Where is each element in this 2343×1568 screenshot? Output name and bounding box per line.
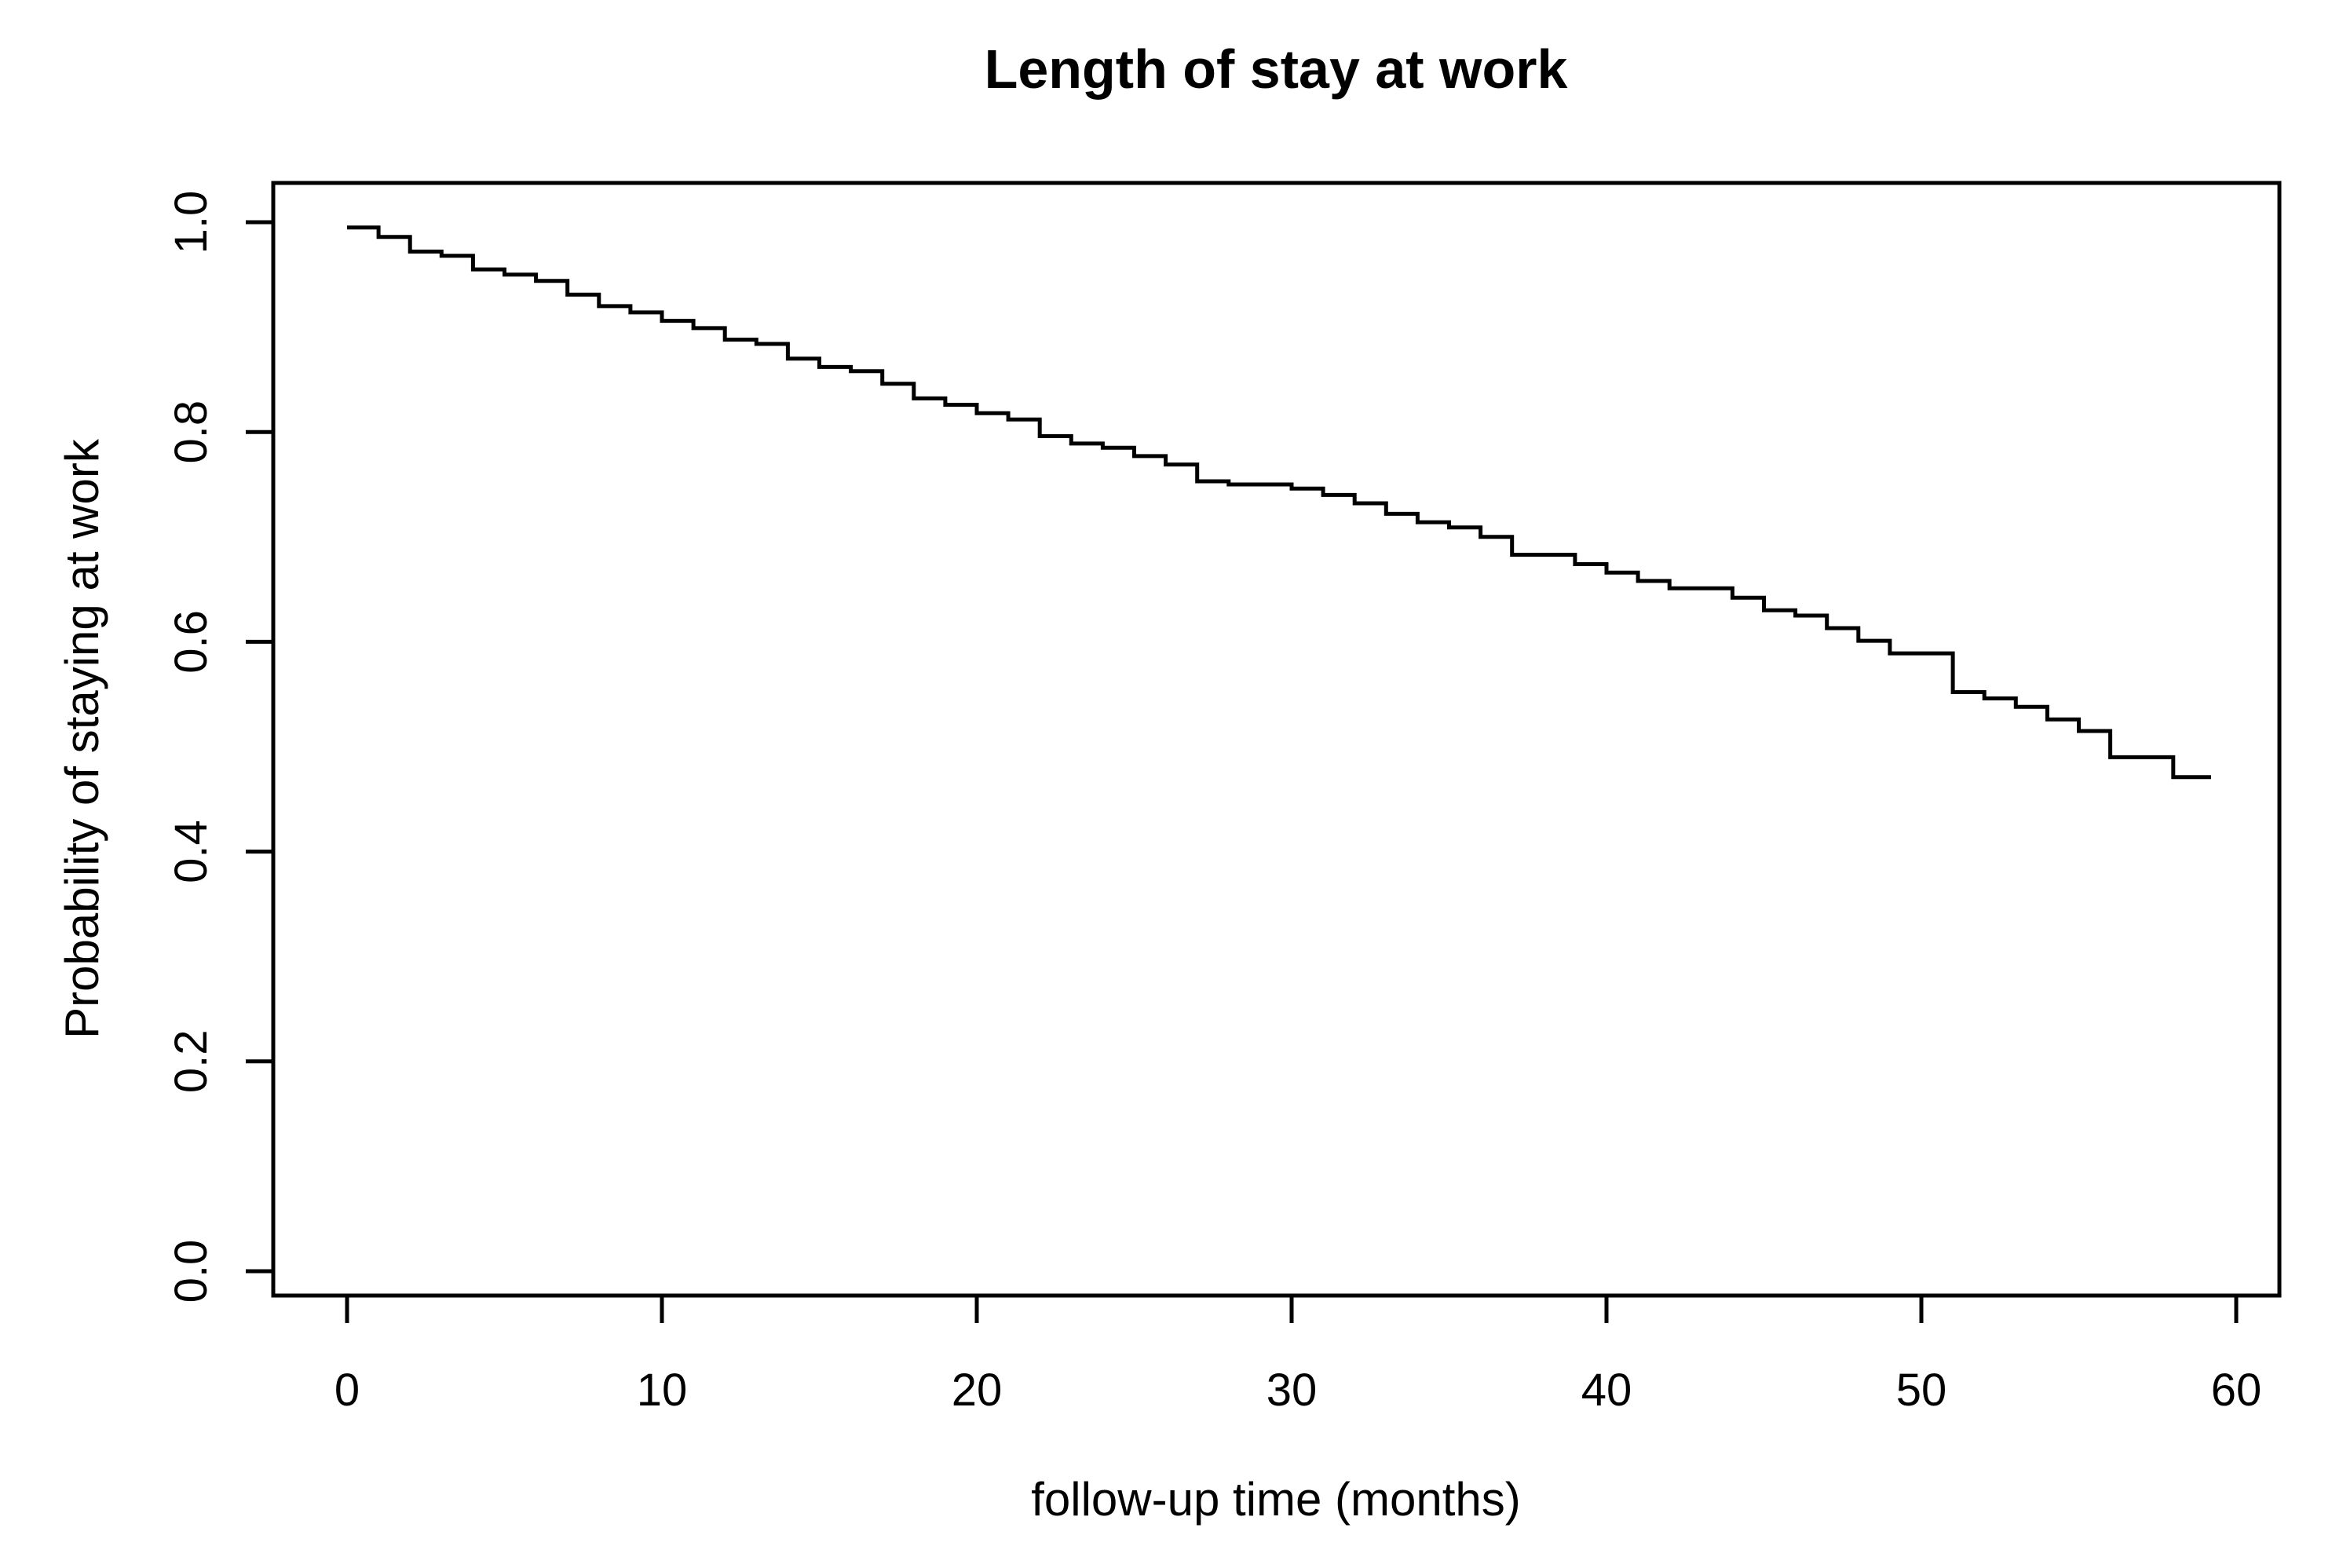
y-axis-label: Probability of staying at work xyxy=(56,438,108,1039)
x-tick-label: 40 xyxy=(1581,1365,1632,1416)
plot-border xyxy=(271,181,2282,1298)
chart-title: Length of stay at work xyxy=(985,38,1568,100)
x-tick-label: 10 xyxy=(637,1365,688,1416)
x-tick-label: 20 xyxy=(952,1365,1003,1416)
y-axis-ticks: 0.0 0.2 0.4 0.6 0.8 1.0 xyxy=(166,191,273,1303)
x-tick-label: 0 xyxy=(334,1365,360,1416)
y-tick-label: 0.0 xyxy=(166,1240,217,1303)
x-axis-ticks: 0 10 20 30 40 50 60 xyxy=(334,1296,2261,1416)
y-tick-label: 0.6 xyxy=(166,610,217,674)
y-tick-label: 1.0 xyxy=(166,191,217,254)
y-tick-label: 0.2 xyxy=(166,1029,217,1093)
x-tick-label: 30 xyxy=(1267,1365,1318,1416)
x-axis-label: follow-up time (months) xyxy=(1031,1473,1521,1526)
survival-curve xyxy=(347,225,2211,780)
y-tick-label: 0.4 xyxy=(166,820,217,883)
x-tick-label: 60 xyxy=(2211,1365,2262,1416)
y-tick-label: 0.8 xyxy=(166,400,217,464)
x-tick-label: 50 xyxy=(1896,1365,1947,1416)
